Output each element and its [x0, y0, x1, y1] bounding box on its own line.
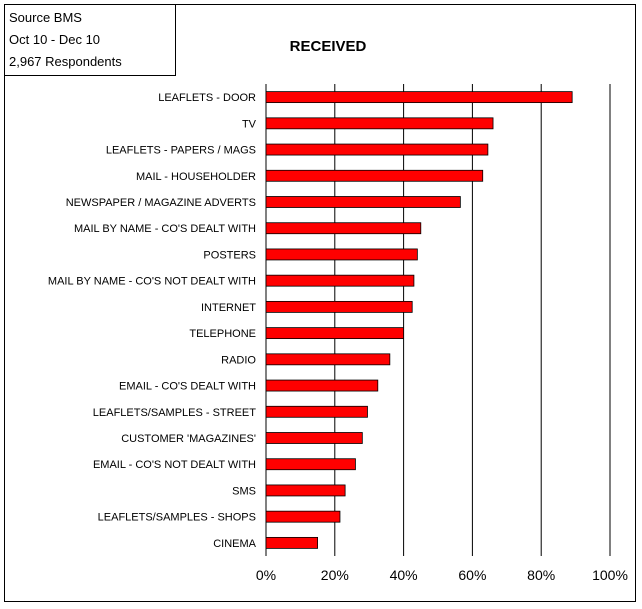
- x-axis-ticks: 0% 20% 40% 60% 80% 100%: [256, 567, 628, 583]
- bar: [265, 327, 405, 340]
- x-tick-label: 20%: [321, 567, 349, 583]
- x-tick-label: 100%: [592, 567, 628, 583]
- bar: [265, 510, 341, 523]
- category-label: LEAFLETS/SAMPLES - SHOPS: [98, 512, 256, 524]
- category-label: EMAIL - CO'S DEALT WITH: [119, 381, 256, 393]
- bar: [265, 143, 489, 156]
- chart-title: RECEIVED: [290, 38, 367, 55]
- category-label: CUSTOMER 'MAGAZINES': [121, 433, 256, 445]
- date-range: Oct 10 - Dec 10: [9, 32, 101, 47]
- bar: [265, 196, 461, 208]
- bar: [265, 222, 422, 235]
- category-label: SMS: [232, 485, 256, 497]
- category-label: MAIL BY NAME - CO'S NOT DEALT WITH: [48, 276, 256, 288]
- x-tick-label: 80%: [527, 567, 555, 583]
- bar: [265, 169, 484, 182]
- category-label: CINEMA: [213, 538, 256, 550]
- category-label: LEAFLETS - DOOR: [158, 92, 256, 104]
- category-label: TELEPHONE: [189, 328, 256, 340]
- gridlines: [265, 84, 611, 556]
- bar: [265, 353, 391, 366]
- bar: [265, 405, 368, 418]
- bar: [265, 432, 363, 444]
- category-label: RADIO: [221, 354, 256, 366]
- category-label: MAIL BY NAME - CO'S DEALT WITH: [74, 223, 256, 235]
- category-label: MAIL - HOUSEHOLDER: [136, 171, 256, 183]
- category-label: INTERNET: [201, 302, 256, 314]
- category-label: EMAIL - CO'S NOT DEALT WITH: [93, 459, 256, 471]
- bar: [265, 274, 415, 287]
- bars: [265, 91, 573, 549]
- x-tick-label: 60%: [458, 567, 486, 583]
- source-box: Source BMS Oct 10 - Dec 10 2,967 Respond…: [4, 4, 176, 76]
- bar: [265, 248, 418, 261]
- respondent-count: 2,967 Respondents: [9, 54, 122, 69]
- bar: [265, 117, 494, 130]
- category-label: LEAFLETS - PAPERS / MAGS: [106, 145, 256, 157]
- category-labels: LEAFLETS - DOOR TV LEAFLETS - PAPERS / MAG…: [48, 92, 257, 550]
- x-tick-label: 0%: [256, 567, 276, 583]
- category-label: LEAFLETS/SAMPLES - STREET: [93, 407, 256, 419]
- category-label: NEWSPAPER / MAGAZINE ADVERTS: [66, 197, 256, 209]
- category-label: POSTERS: [203, 249, 256, 261]
- bar: [265, 300, 413, 313]
- bar: [265, 379, 379, 392]
- source-label: Source BMS: [9, 10, 82, 25]
- bar: [265, 458, 356, 471]
- bar: [265, 91, 573, 104]
- bar: [265, 536, 318, 549]
- category-label: TV: [242, 118, 257, 130]
- bar: [265, 484, 346, 497]
- x-tick-label: 40%: [390, 567, 418, 583]
